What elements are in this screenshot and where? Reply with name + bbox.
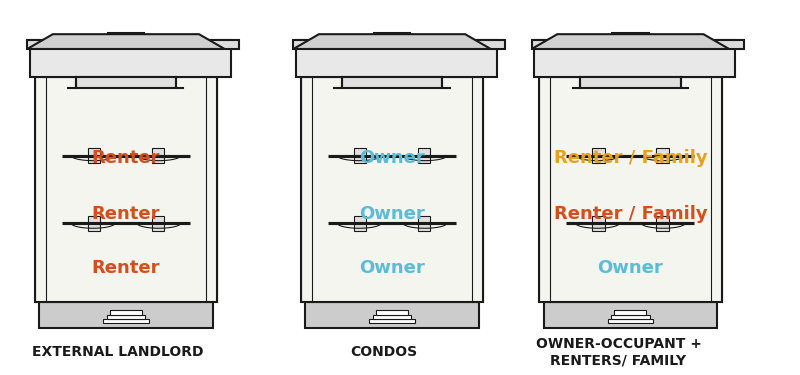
Text: Renter: Renter bbox=[92, 205, 160, 223]
Bar bbox=[354, 216, 366, 231]
Bar bbox=[611, 315, 650, 319]
Bar bbox=[151, 148, 164, 163]
Text: CONDOS: CONDOS bbox=[350, 345, 418, 359]
FancyBboxPatch shape bbox=[294, 40, 506, 49]
Bar bbox=[612, 33, 649, 44]
Bar bbox=[110, 310, 142, 315]
Bar bbox=[354, 148, 366, 163]
Bar bbox=[108, 33, 144, 44]
Text: Renter: Renter bbox=[92, 259, 160, 277]
Bar bbox=[376, 310, 408, 315]
Bar bbox=[614, 310, 646, 315]
Text: Owner: Owner bbox=[359, 205, 425, 223]
Bar bbox=[656, 216, 669, 231]
Bar bbox=[656, 148, 669, 163]
FancyBboxPatch shape bbox=[342, 76, 442, 88]
Text: Owner: Owner bbox=[598, 259, 663, 277]
Polygon shape bbox=[532, 34, 729, 49]
Bar bbox=[592, 216, 605, 231]
Bar bbox=[370, 319, 415, 324]
FancyBboxPatch shape bbox=[301, 76, 483, 302]
FancyBboxPatch shape bbox=[534, 40, 735, 76]
Bar bbox=[374, 33, 410, 44]
Bar bbox=[373, 315, 411, 319]
Bar bbox=[87, 216, 100, 231]
Bar bbox=[607, 319, 654, 324]
Bar bbox=[103, 319, 149, 324]
Bar bbox=[151, 216, 164, 231]
Polygon shape bbox=[27, 34, 225, 49]
Text: Renter / Family: Renter / Family bbox=[554, 149, 707, 167]
FancyBboxPatch shape bbox=[543, 302, 717, 328]
Text: Owner: Owner bbox=[359, 259, 425, 277]
Bar bbox=[418, 148, 430, 163]
FancyBboxPatch shape bbox=[34, 76, 218, 302]
FancyBboxPatch shape bbox=[27, 40, 239, 49]
Polygon shape bbox=[294, 34, 490, 49]
Bar bbox=[418, 216, 430, 231]
Text: EXTERNAL LANDLORD: EXTERNAL LANDLORD bbox=[32, 345, 204, 359]
FancyBboxPatch shape bbox=[539, 76, 722, 302]
FancyBboxPatch shape bbox=[76, 76, 176, 88]
Text: Renter: Renter bbox=[92, 149, 160, 167]
FancyBboxPatch shape bbox=[30, 40, 231, 76]
Bar bbox=[106, 315, 146, 319]
FancyBboxPatch shape bbox=[580, 76, 681, 88]
Bar bbox=[87, 148, 100, 163]
Bar bbox=[592, 148, 605, 163]
FancyBboxPatch shape bbox=[39, 302, 213, 328]
Text: OWNER-OCCUPANT +
RENTERS/ FAMILY: OWNER-OCCUPANT + RENTERS/ FAMILY bbox=[535, 337, 702, 367]
Text: Owner: Owner bbox=[359, 149, 425, 167]
FancyBboxPatch shape bbox=[306, 302, 479, 328]
FancyBboxPatch shape bbox=[296, 40, 497, 76]
Text: Renter / Family: Renter / Family bbox=[554, 205, 707, 223]
FancyBboxPatch shape bbox=[532, 40, 744, 49]
